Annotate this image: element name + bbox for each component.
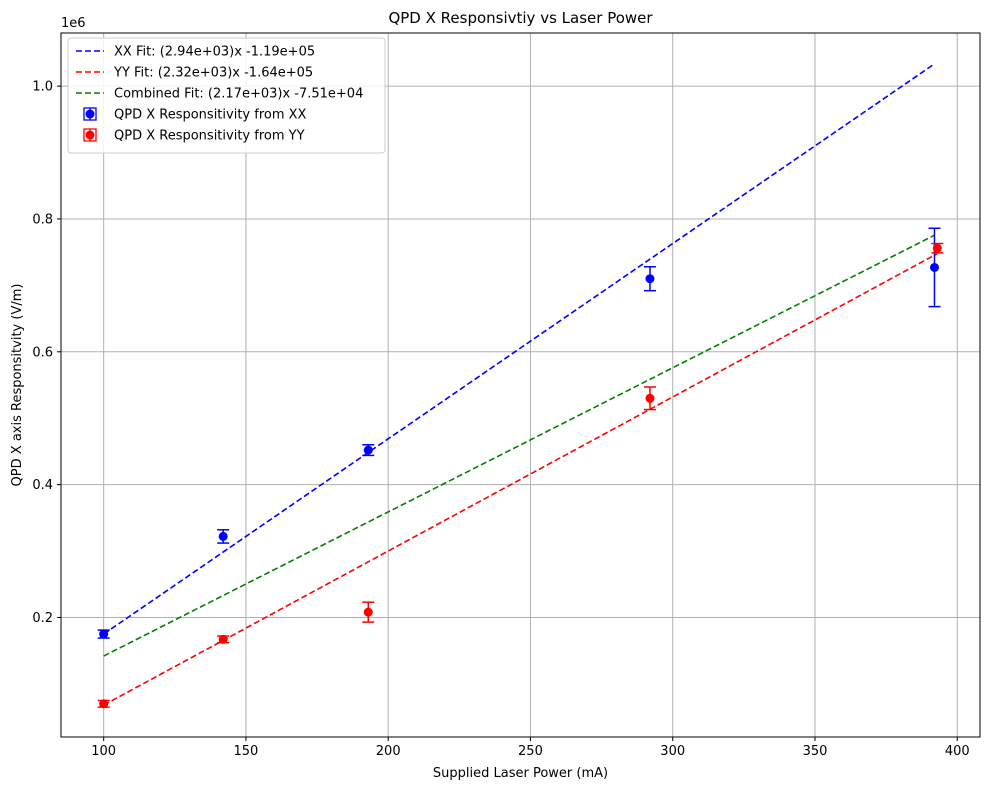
grid xyxy=(61,33,980,737)
marker xyxy=(99,629,109,639)
marker xyxy=(218,634,228,644)
plot-frame xyxy=(60,32,981,738)
data-point xyxy=(928,227,941,308)
legend-label: QPD X Responsitivity from XX xyxy=(114,108,307,123)
marker xyxy=(99,699,109,709)
legend-label: QPD X Responsitivity from YY xyxy=(114,129,305,144)
data-point xyxy=(362,601,375,623)
marker xyxy=(363,607,373,617)
legend-entry: XX Fit: (2.94e+03)x -1.19e+05 xyxy=(76,45,315,60)
x-axis-label: Supplied Laser Power (mA) xyxy=(433,766,608,781)
data-point xyxy=(931,242,944,254)
marker xyxy=(645,274,655,284)
legend-entry: QPD X Responsitivity from XX xyxy=(83,107,307,123)
legend-entry: QPD X Responsitivity from YY xyxy=(83,128,305,144)
fit-line xyxy=(103,252,938,706)
chart-title: QPD X Responsivtiy vs Laser Power xyxy=(388,9,653,27)
y-axis: 0.2 0.4 0.6 0.8 1.0 xyxy=(32,80,61,626)
fit-line xyxy=(103,63,935,635)
y-axis-label: QPD X axis Responsitvity (V/m) xyxy=(10,284,25,487)
fit-lines xyxy=(103,63,938,706)
x-tick-label: 200 xyxy=(376,744,401,759)
data-point xyxy=(97,699,110,709)
y-tick-label: 0.6 xyxy=(32,345,53,360)
y-tick-label: 0.4 xyxy=(32,478,53,493)
x-tick-label: 150 xyxy=(234,744,259,759)
marker xyxy=(932,243,942,253)
legend: XX Fit: (2.94e+03)x -1.19e+05 YY Fit: (2.… xyxy=(67,37,386,154)
data-points xyxy=(97,227,944,709)
marker xyxy=(363,445,373,455)
data-point xyxy=(362,444,375,457)
x-tick-label: 300 xyxy=(660,744,685,759)
data-point xyxy=(217,634,230,644)
x-tick-label: 100 xyxy=(91,744,116,759)
marker xyxy=(645,393,655,403)
legend-entry: YY Fit: (2.32e+03)x -1.64e+05 xyxy=(76,66,313,81)
fit-line xyxy=(103,234,935,657)
data-point xyxy=(97,629,110,639)
data-point xyxy=(217,529,230,544)
x-tick-label: 250 xyxy=(518,744,543,759)
legend-marker-swatch xyxy=(85,130,95,140)
legend-label: Combined Fit: (2.17e+03)x -7.51e+04 xyxy=(114,87,363,102)
y-tick-label: 0.8 xyxy=(32,212,53,227)
legend-entry: Combined Fit: (2.17e+03)x -7.51e+04 xyxy=(76,87,363,102)
legend-label: YY Fit: (2.32e+03)x -1.64e+05 xyxy=(113,66,313,81)
legend-box xyxy=(67,37,386,154)
marker xyxy=(218,531,228,541)
y-offset-text: 1e6 xyxy=(61,16,86,31)
legend-label: XX Fit: (2.94e+03)x -1.19e+05 xyxy=(114,45,315,60)
data-point xyxy=(643,266,656,292)
x-axis: 100 150 200 250 300 350 400 xyxy=(91,737,970,759)
x-tick-label: 350 xyxy=(803,744,828,759)
y-tick-label: 1.0 xyxy=(32,80,53,95)
data-point xyxy=(643,386,656,411)
legend-marker-swatch xyxy=(85,109,95,119)
y-tick-label: 0.2 xyxy=(32,611,53,626)
marker xyxy=(929,262,939,272)
x-tick-label: 400 xyxy=(945,744,970,759)
